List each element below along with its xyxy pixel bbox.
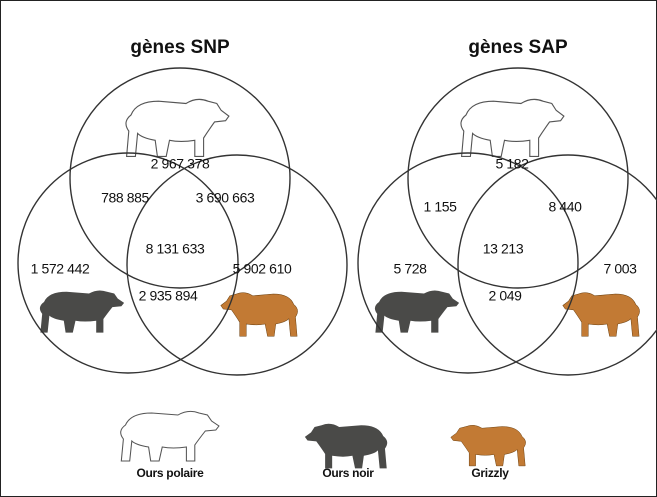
region-count: 1 155 [423,199,457,215]
region-count: 3 690 663 [196,190,255,206]
region-count: 2 049 [488,288,522,304]
region-count: 8 440 [548,199,582,215]
region-count: 2 967 378 [151,156,210,172]
region-count: 7 003 [603,261,637,277]
panel-title: gènes SNP [130,37,230,58]
region-count: 2 935 894 [139,288,198,304]
region-count: 5 182 [495,156,529,172]
region-count: 5 728 [393,261,427,277]
region-count: 5 902 610 [233,261,292,277]
panel-title: gènes SAP [468,37,568,58]
region-count: 8 131 633 [146,241,205,257]
region-count: 788 885 [101,190,149,206]
figure: gènes SNP 2 967 378 788 885 3 690 663 8 131 … [0,0,657,497]
legend-label: Ours polaire [136,466,204,480]
legend-label: Grizzly [471,466,509,480]
region-count: 13 213 [483,241,524,257]
region-count: 1 572 442 [31,261,90,277]
legend-label: Ours noir [322,466,374,480]
